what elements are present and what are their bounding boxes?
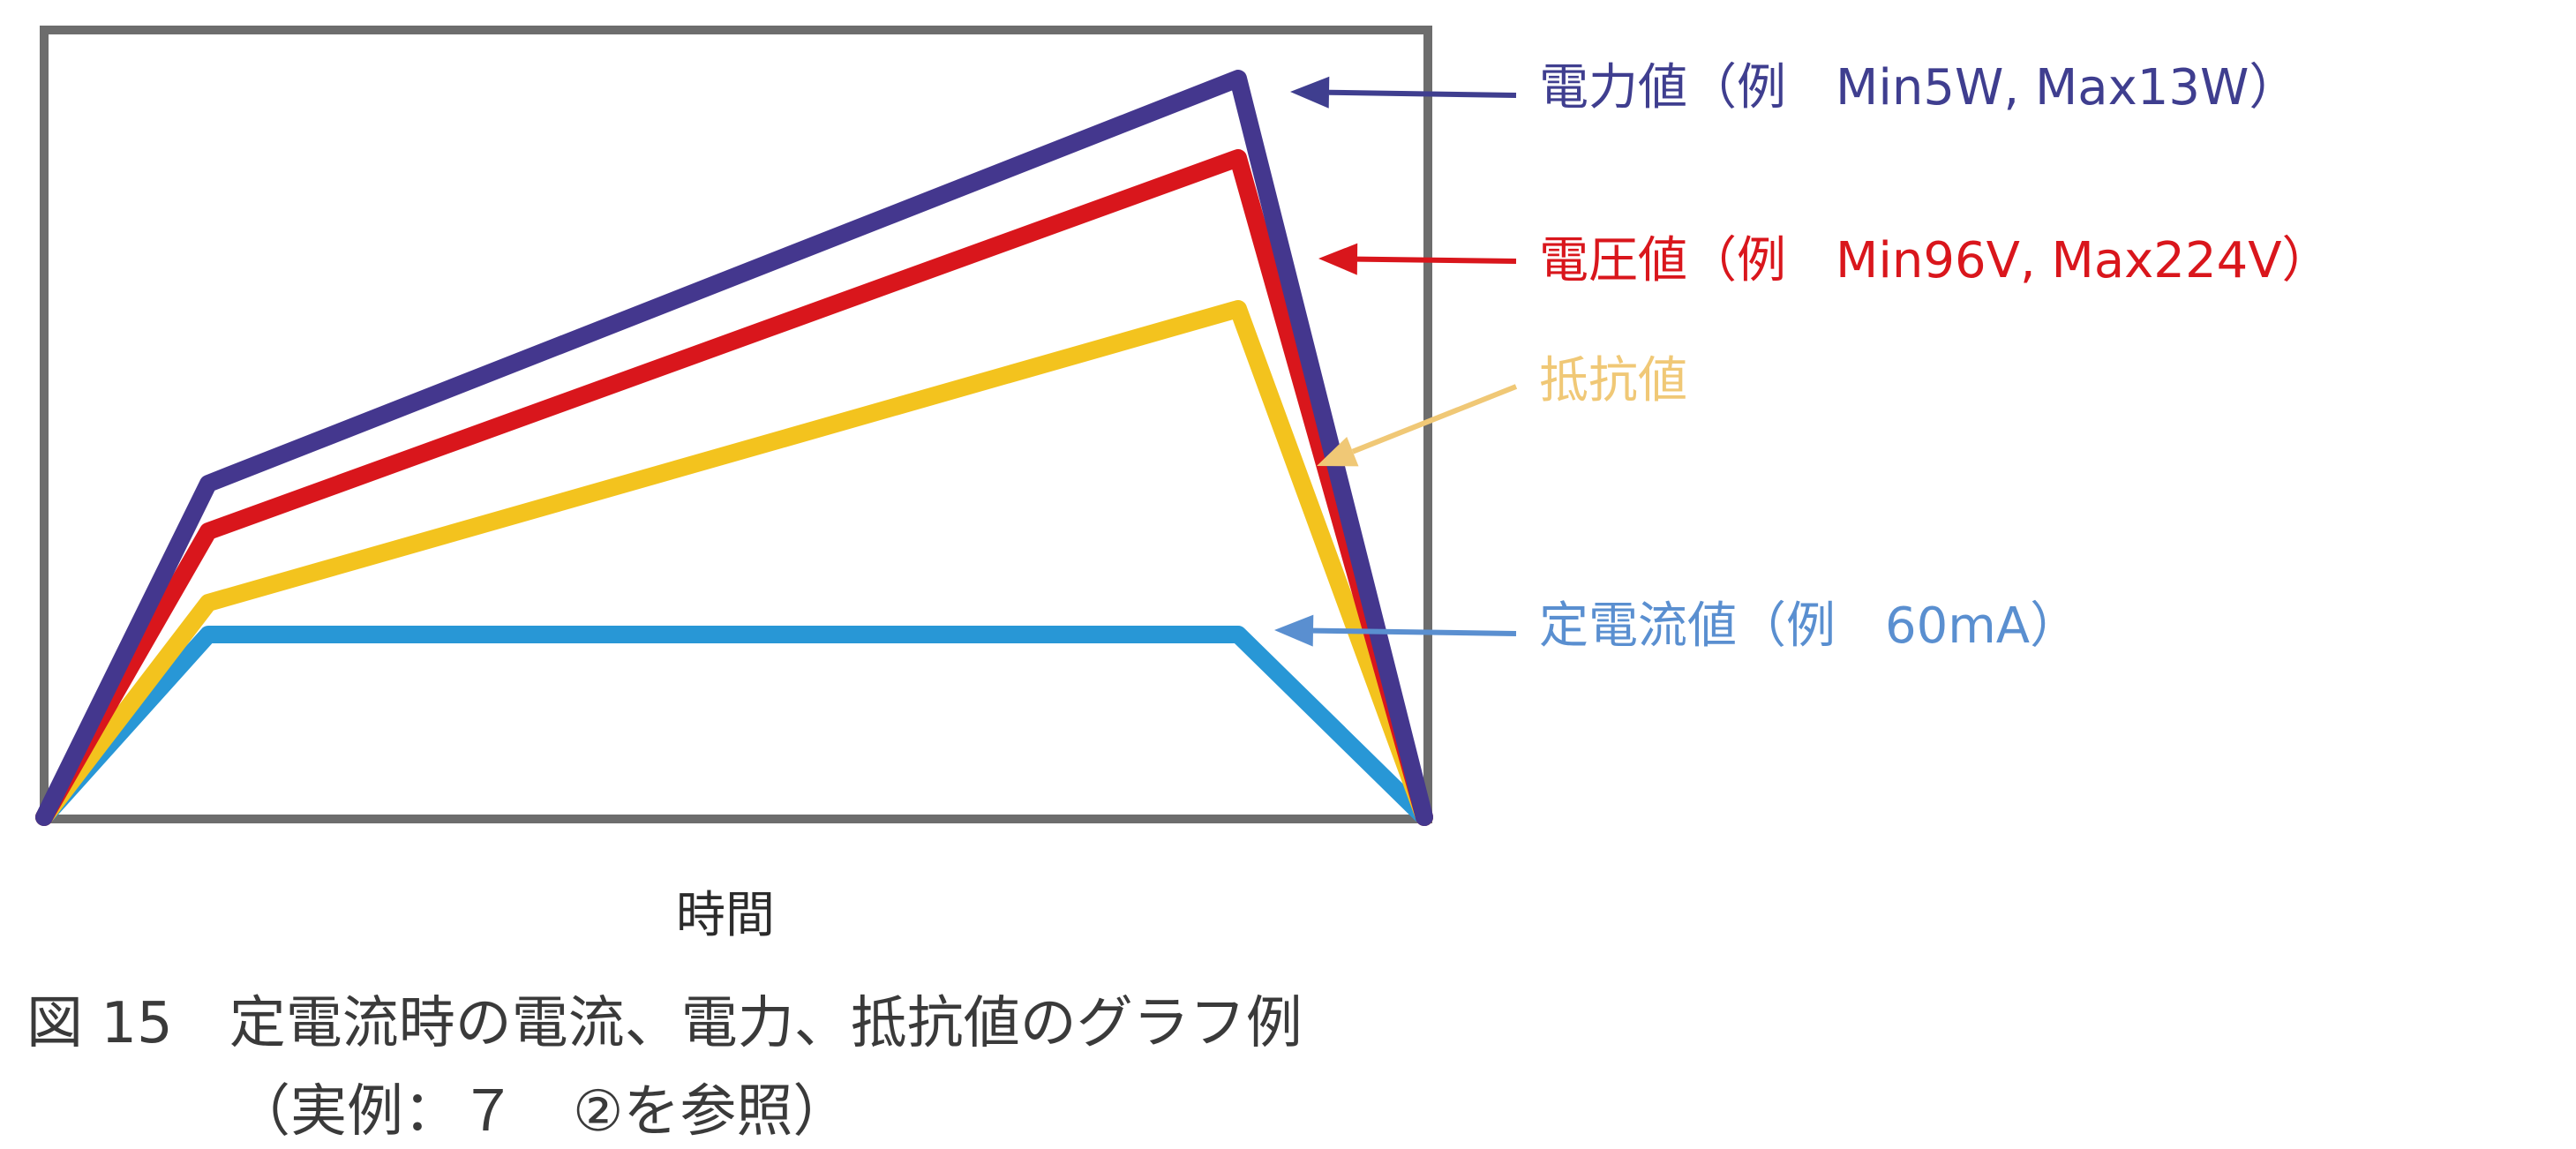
arrow-head-current: [1274, 614, 1314, 647]
x-axis-label: 時間: [676, 887, 775, 944]
arrow-power: [1328, 89, 1517, 98]
arrow-head-power: [1290, 76, 1330, 109]
series-layer: [35, 70, 1433, 826]
series-label-resistance: 抵抗値: [1539, 352, 1687, 409]
arrow-head-resistance: [1317, 437, 1359, 467]
series-line-voltage: [35, 149, 1433, 826]
plot-frame: [40, 26, 1432, 823]
figure-caption-sub: （実例：７ ②を参照）: [234, 1079, 850, 1145]
arrow-voltage: [1356, 256, 1517, 264]
series-label-current: 定電流値（例 60mA）: [1539, 597, 2080, 655]
figure-caption: 図 15 定電流時の電流、電力、抵抗値のグラフ例: [26, 991, 1303, 1056]
arrow-layer: [1274, 76, 1518, 647]
arrow-resistance: [1351, 384, 1518, 454]
series-line-current: [35, 626, 1433, 826]
arrow-head-voltage: [1318, 243, 1358, 275]
arrow-current: [1312, 627, 1517, 636]
series-line-resistance: [35, 300, 1433, 826]
series-line-power: [35, 70, 1433, 826]
series-label-voltage: 電圧値（例 Min96V, Max224V）: [1539, 232, 2332, 289]
series-label-power: 電力値（例 Min5W, Max13W）: [1539, 59, 2299, 116]
